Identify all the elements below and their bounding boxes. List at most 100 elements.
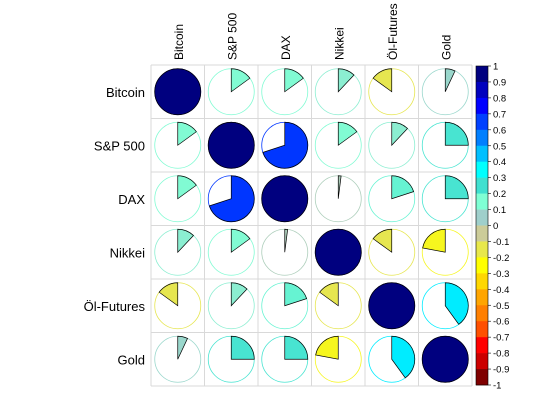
corr-pie-slice: [177, 121, 197, 146]
colorbar-tick-label: -0.6: [493, 317, 509, 328]
corr-pie-slice: [372, 68, 393, 93]
corr-pie-slice: [230, 282, 248, 307]
colorbar-segment: [476, 353, 488, 370]
column-label: S&P 500: [225, 13, 239, 60]
row-label: Öl-Futures: [84, 299, 146, 314]
row-label: Nikkei: [110, 245, 146, 260]
corr-cell: [368, 121, 416, 169]
colorbar-legend: 1 0.9 0.8 0.7 0.6 0.5 0.4 0.3 0.2 0.1 0 -0.1 -0.2 -0.…: [475, 62, 509, 392]
row-label: DAX: [118, 192, 145, 207]
column-label: Gold: [439, 35, 453, 60]
colorbar-tick-label: 0: [493, 221, 498, 232]
row-label: S&P 500: [94, 138, 145, 153]
corr-pie-slice: [337, 68, 355, 93]
colorbar-segment: [476, 225, 488, 242]
corr-pie-full: [154, 68, 202, 116]
colorbar-segment: [476, 177, 488, 194]
colorbar-segment: [476, 66, 488, 83]
corr-pie-full: [314, 228, 362, 276]
corr-cell: [154, 121, 202, 169]
colorbar-segment: [476, 129, 488, 147]
colorbar-tick-label: -0.5: [493, 301, 509, 312]
corr-pie-slice: [230, 68, 251, 93]
corr-cell: [368, 68, 416, 116]
corr-cell: [314, 175, 362, 223]
column-label: Nikkei: [332, 27, 346, 60]
corr-cell: [154, 282, 202, 330]
corr-pie-slice: [230, 228, 251, 253]
corr-cell: [368, 335, 416, 383]
corr-pie-slice: [177, 228, 194, 254]
corr-cell: [261, 335, 309, 383]
colorbar-segment: [476, 305, 488, 322]
corr-pie-slice: [444, 175, 469, 200]
corr-cell: [154, 228, 202, 276]
colorbar-tick-label: -0.2: [493, 253, 509, 264]
corr-cell: [314, 228, 362, 276]
corr-cell: [207, 228, 255, 276]
corr-pie-full: [207, 121, 255, 169]
corr-cell: [261, 228, 309, 276]
corr-cell: [154, 335, 202, 383]
corr-pie-slice: [230, 335, 255, 360]
corr-pie-slice: [284, 228, 289, 253]
grid-layer: [150, 64, 473, 387]
corr-cell: [421, 68, 469, 116]
colorbar-tick-label: -0.8: [493, 349, 509, 360]
corr-pie-slice: [284, 282, 308, 307]
corr-cell: [314, 282, 362, 330]
colorbar-segment: [476, 257, 488, 274]
corr-cell: [421, 175, 469, 223]
column-label: DAX: [279, 35, 293, 60]
corr-cell: [421, 335, 469, 383]
colorbar-segment: [476, 113, 488, 131]
corr-cell: [207, 335, 255, 383]
corr-pie-slice: [262, 121, 309, 169]
pie-layer: [154, 68, 469, 383]
colorbar-segment: [476, 97, 488, 115]
colorbar-segment: [476, 241, 488, 258]
colorbar-segment: [476, 81, 488, 99]
corr-pie-slice: [208, 175, 255, 223]
corr-cell: [261, 175, 309, 223]
corr-cell: [261, 282, 309, 330]
colorbar-tick-label: -0.7: [493, 333, 509, 344]
corr-pie-slice: [444, 68, 456, 92]
corr-pie-slice: [284, 335, 309, 360]
corr-pie-full: [261, 175, 309, 223]
colorbar-tick-label: 0.4: [493, 157, 506, 168]
corr-pie-slice: [372, 228, 393, 253]
colorbar-segment: [476, 321, 488, 338]
corr-cell: [314, 68, 362, 116]
corr-pie-slice: [284, 68, 304, 93]
colorbar-tick-label: -0.1: [493, 237, 509, 248]
corr-cell: [368, 228, 416, 276]
colorbar-segment: [476, 289, 488, 306]
corr-pie-slice: [391, 175, 415, 200]
colorbar-tick-label: -0.4: [493, 285, 509, 296]
label-layer: Bitcoin S&P 500 DAX Nikkei Öl-Futures Gold Bit…: [84, 3, 454, 367]
corr-cell: [154, 175, 202, 223]
corr-pie-slice: [158, 282, 179, 307]
colorbar-segment: [476, 145, 488, 162]
colorbar-tick-label: 0.9: [493, 77, 506, 88]
corr-cell: [207, 282, 255, 330]
corr-cell: [421, 228, 469, 276]
colorbar-tick-label: 0.1: [493, 205, 506, 216]
corr-pie-slice: [177, 175, 197, 200]
corr-cell: [314, 335, 362, 383]
colorbar-tick-label: 0.6: [493, 125, 506, 136]
column-label: Bitcoin: [172, 24, 186, 60]
corr-pie-slice: [444, 282, 469, 325]
corr-cell: [207, 68, 255, 116]
corr-cell: [421, 282, 469, 330]
corr-pie-slice: [315, 335, 339, 360]
corr-cell: [261, 121, 309, 169]
colorbar-segment: [476, 369, 488, 386]
colorbar-segment: [476, 209, 488, 226]
corr-cell: [207, 121, 255, 169]
corr-pie-slice: [391, 121, 408, 147]
colorbar-tick-label: -0.9: [493, 365, 509, 376]
colorbar-tick-label: 0.5: [493, 141, 506, 152]
corr-cell: [154, 68, 202, 116]
